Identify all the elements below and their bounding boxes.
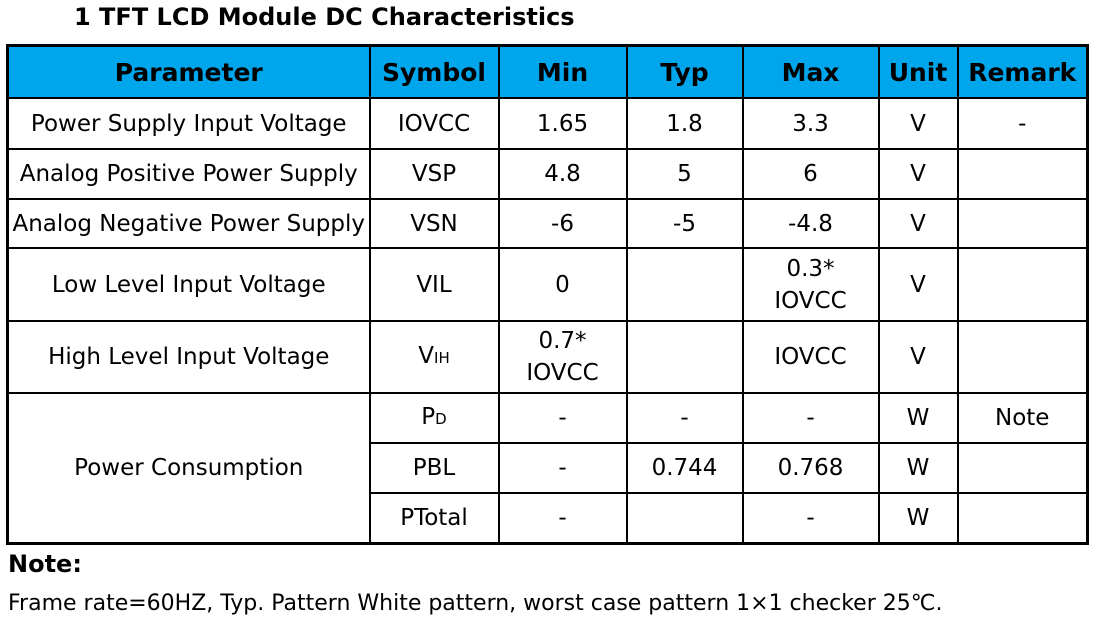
cell-max: -4.8	[741, 198, 880, 249]
cell-unit: W	[877, 392, 959, 444]
cell-remark	[956, 198, 1089, 249]
cell-unit: W	[877, 492, 959, 544]
cell-remark	[956, 442, 1089, 494]
cell-min-line2: IOVCC	[526, 360, 599, 386]
cell-symbol: VSN	[368, 198, 500, 249]
cell-typ: -	[625, 392, 744, 444]
cell-typ: 5	[625, 148, 744, 200]
symbol-subscript: IH	[434, 349, 450, 367]
header-min: Min	[497, 44, 628, 99]
cell-unit: V	[877, 247, 959, 322]
dc-characteristics-table: Parameter Symbol Min Typ Max Unit Remark…	[6, 44, 1089, 545]
header-typ: Typ	[625, 44, 744, 99]
header-remark: Remark	[956, 44, 1089, 99]
cell-max: 6	[741, 148, 880, 200]
cell-max: 3.3	[741, 97, 880, 150]
table-header-row: Parameter Symbol Min Typ Max Unit Remark	[6, 44, 1089, 99]
cell-parameter: Analog Negative Power Supply	[6, 198, 371, 249]
table-row: PTotal - - W	[8, 492, 1089, 544]
cell-symbol: VIL	[368, 247, 500, 322]
table-row: Power Consumption PD - - - W Note	[6, 392, 1089, 544]
cell-typ: -5	[625, 198, 744, 249]
cell-min: -	[497, 442, 628, 494]
table-row: PBL - 0.744 0.768 W	[8, 442, 1089, 494]
cell-symbol: IOVCC	[368, 97, 500, 150]
header-parameter: Parameter	[6, 44, 371, 99]
cell-min: -	[497, 492, 628, 544]
table-row: Low Level Input Voltage VIL 0 0.3* IOVCC…	[6, 247, 1089, 322]
cell-typ	[625, 247, 744, 322]
symbol-subscript: D	[435, 410, 447, 428]
table-row: Analog Negative Power Supply VSN -6 -5 -…	[6, 198, 1089, 249]
table-row: Analog Positive Power Supply VSP 4.8 5 6…	[6, 148, 1089, 200]
header-symbol: Symbol	[368, 44, 500, 99]
cell-symbol: PTotal	[368, 492, 500, 544]
cell-symbol: VIH	[368, 320, 500, 394]
table-row: Power Supply Input Voltage IOVCC 1.65 1.…	[6, 97, 1089, 150]
cell-parameter: Low Level Input Voltage	[6, 247, 371, 322]
note-label: Note:	[8, 550, 82, 578]
cell-typ: 1.8	[625, 97, 744, 150]
cell-parameter-power: Power Consumption	[6, 392, 371, 544]
cell-remark	[956, 320, 1089, 394]
cell-min: -6	[497, 198, 628, 249]
symbol-main: V	[418, 343, 435, 369]
cell-min: 0	[497, 247, 628, 322]
cell-unit: V	[877, 198, 959, 249]
cell-max: 0.768	[741, 442, 880, 494]
cell-max: -	[741, 392, 880, 444]
cell-min: 0.7* IOVCC	[497, 320, 628, 394]
cell-max-line2: IOVCC	[774, 287, 847, 314]
cell-unit: W	[877, 442, 959, 494]
cell-remark	[956, 247, 1089, 322]
cell-min-line1: 0.7*	[538, 328, 587, 354]
cell-unit: V	[877, 148, 959, 200]
cell-typ: 0.744	[625, 442, 744, 494]
note-text: Frame rate=60HZ, Typ. Pattern White patt…	[8, 591, 943, 616]
symbol-main: P	[421, 404, 436, 430]
cell-unit: V	[877, 97, 959, 150]
cell-unit: V	[877, 320, 959, 394]
cell-parameter: Power Supply Input Voltage	[6, 97, 371, 150]
cell-min: 1.65	[497, 97, 628, 150]
cell-symbol: VSP	[368, 148, 500, 200]
cell-parameter: High Level Input Voltage	[6, 320, 371, 394]
cell-symbol: PBL	[368, 442, 500, 494]
cell-max: 0.3* IOVCC	[741, 247, 880, 322]
header-unit: Unit	[877, 44, 959, 99]
cell-min: 4.8	[497, 148, 628, 200]
cell-max-line1: 0.3*	[786, 255, 835, 282]
cell-symbol: PD	[368, 392, 500, 444]
cell-remark	[956, 492, 1089, 544]
header-max: Max	[741, 44, 880, 99]
cell-remark: Note	[956, 392, 1089, 444]
cell-max: -	[741, 492, 880, 544]
table-row: High Level Input Voltage VIH 0.7* IOVCC …	[6, 320, 1089, 394]
cell-typ	[625, 492, 744, 544]
cell-min: -	[497, 392, 628, 444]
section-title: 1 TFT LCD Module DC Characteristics	[74, 3, 575, 31]
cell-remark: -	[956, 97, 1089, 150]
cell-typ	[625, 320, 744, 394]
cell-remark	[956, 148, 1089, 200]
cell-max: IOVCC	[741, 320, 880, 394]
cell-parameter: Analog Positive Power Supply	[6, 148, 371, 200]
